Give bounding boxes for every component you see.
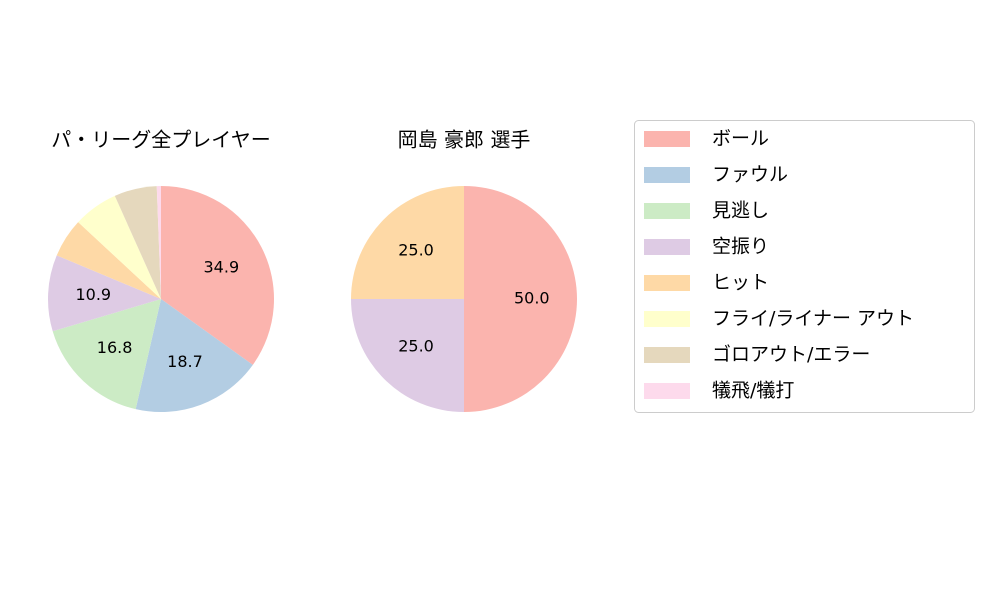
slice-label: 50.0 [514, 289, 550, 308]
legend-swatch [644, 167, 690, 183]
legend-swatch [644, 203, 690, 219]
legend-swatch [644, 347, 690, 363]
chart-title: パ・リーグ全プレイヤー [51, 128, 270, 152]
pie-slice [161, 186, 275, 365]
pie-slice [156, 186, 161, 299]
slice-label: 25.0 [398, 336, 434, 355]
legend-label: ヒット [712, 272, 769, 294]
legend-label: ゴロアウト/エラー [712, 344, 870, 366]
legend-swatch [644, 311, 690, 327]
pie-slice [114, 186, 161, 299]
legend-swatch [644, 131, 690, 147]
legend-label: 空振り [712, 236, 769, 258]
legend-swatch [644, 275, 690, 291]
pie-slice [135, 299, 253, 412]
pie-slice [47, 255, 161, 332]
legend-swatch [644, 383, 690, 399]
slice-label: 10.9 [75, 285, 111, 304]
pie-slice [464, 186, 577, 412]
slice-label: 34.9 [204, 258, 240, 277]
legend-label: フライ/ライナー アウト [712, 308, 914, 330]
chart-title: 岡島 豪郎 選手 [398, 128, 531, 152]
pie-slice [351, 299, 464, 412]
legend-label: 見逃し [712, 200, 769, 222]
pie-slice [52, 299, 161, 410]
legend-box [634, 120, 975, 413]
pie-slice [78, 195, 161, 299]
legend-label: ファウル [712, 164, 788, 186]
pie-slice [56, 222, 162, 299]
slice-label: 18.7 [167, 352, 203, 371]
slice-label: 16.8 [97, 338, 133, 357]
legend-label: 犠飛/犠打 [712, 380, 794, 402]
legend-label: ボール [712, 128, 769, 150]
slice-label: 25.0 [398, 241, 434, 260]
legend-swatch [644, 239, 690, 255]
pie-slice [351, 186, 464, 299]
